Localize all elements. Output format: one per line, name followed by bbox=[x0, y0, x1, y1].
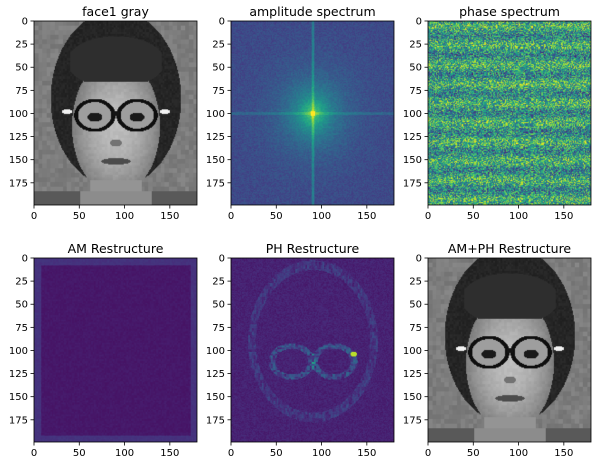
panel-title: AM+PH Restructure bbox=[448, 241, 572, 256]
x-tick-label: 150 bbox=[160, 448, 179, 459]
y-tick-label: 0 bbox=[22, 17, 28, 28]
y-tick-label: 25 bbox=[212, 40, 225, 51]
x-tick-label: 50 bbox=[467, 448, 480, 459]
panel-image bbox=[428, 21, 591, 205]
y-tick-label: 125 bbox=[9, 369, 28, 380]
y-tick-label: 0 bbox=[219, 17, 225, 28]
y-tick-label: 0 bbox=[416, 254, 422, 265]
panel-title: amplitude spectrum bbox=[249, 4, 375, 19]
y-tick-label: 75 bbox=[15, 323, 28, 334]
y-tick-label: 175 bbox=[206, 178, 225, 189]
y-tick-label: 75 bbox=[409, 86, 422, 97]
y-tick-label: 50 bbox=[15, 300, 28, 311]
x-tick-label: 150 bbox=[357, 211, 376, 222]
y-tick-label: 100 bbox=[9, 109, 28, 120]
y-tick-label: 125 bbox=[206, 369, 225, 380]
y-tick-label: 150 bbox=[206, 155, 225, 166]
panel-frame bbox=[427, 257, 592, 443]
x-tick-label: 0 bbox=[228, 448, 234, 459]
panel-title: phase spectrum bbox=[459, 4, 560, 19]
y-tick-label: 175 bbox=[9, 415, 28, 426]
panel-image bbox=[231, 258, 394, 442]
x-tick-label: 50 bbox=[73, 211, 86, 222]
panel-6: AM+PH Restructure 0 50 100 150 0 25 50 75 100 125 1… bbox=[403, 241, 592, 459]
panel-frame bbox=[33, 257, 198, 443]
y-tick-label: 125 bbox=[206, 132, 225, 143]
y-tick-label: 100 bbox=[403, 346, 422, 357]
x-tick-label: 150 bbox=[357, 448, 376, 459]
y-tick-label: 150 bbox=[403, 392, 422, 403]
y-tick-label: 25 bbox=[409, 40, 422, 51]
y-tick-label: 50 bbox=[212, 300, 225, 311]
x-tick-label: 0 bbox=[425, 448, 431, 459]
y-tick-label: 0 bbox=[22, 254, 28, 265]
panel-frame bbox=[230, 257, 395, 443]
x-tick-label: 50 bbox=[73, 448, 86, 459]
y-tick-label: 0 bbox=[219, 254, 225, 265]
x-tick-label: 0 bbox=[228, 211, 234, 222]
x-tick-label: 0 bbox=[31, 448, 37, 459]
y-tick-label: 50 bbox=[212, 63, 225, 74]
x-tick-label: 150 bbox=[554, 448, 573, 459]
y-tick-label: 150 bbox=[403, 155, 422, 166]
y-tick-label: 75 bbox=[212, 323, 225, 334]
y-tick-label: 125 bbox=[403, 132, 422, 143]
y-tick-label: 150 bbox=[9, 155, 28, 166]
panel-title: face1 gray bbox=[82, 4, 149, 19]
y-tick-label: 100 bbox=[403, 109, 422, 120]
x-tick-label: 50 bbox=[270, 448, 283, 459]
y-tick-label: 25 bbox=[212, 277, 225, 288]
x-tick-label: 100 bbox=[115, 448, 134, 459]
x-tick-label: 0 bbox=[31, 211, 37, 222]
panel-2: amplitude spectrum 0 50 100 150 0 25 50 75 100 125… bbox=[206, 4, 395, 222]
panel-image bbox=[34, 258, 197, 442]
y-tick-label: 175 bbox=[206, 415, 225, 426]
y-tick-label: 50 bbox=[15, 63, 28, 74]
panel-3: phase spectrum 0 50 100 150 0 25 50 75 100 125 150 1… bbox=[403, 4, 592, 222]
y-tick-label: 125 bbox=[403, 369, 422, 380]
y-tick-label: 150 bbox=[9, 392, 28, 403]
y-tick-label: 125 bbox=[9, 132, 28, 143]
x-tick-label: 50 bbox=[467, 211, 480, 222]
y-tick-label: 50 bbox=[409, 300, 422, 311]
x-tick-label: 100 bbox=[312, 448, 331, 459]
y-tick-label: 75 bbox=[212, 86, 225, 97]
panel-frame bbox=[230, 20, 395, 206]
y-tick-label: 75 bbox=[409, 323, 422, 334]
y-tick-label: 75 bbox=[15, 86, 28, 97]
x-tick-label: 50 bbox=[270, 211, 283, 222]
panel-1: face1 gray 0 50 100 150 0 25 50 75 100 125 150 175 bbox=[9, 4, 198, 222]
panel-frame bbox=[33, 20, 198, 206]
panel-image bbox=[428, 258, 591, 442]
y-tick-label: 100 bbox=[206, 109, 225, 120]
panel-5: PH Restructure 0 50 100 150 0 25 50 75 100 125 150 1… bbox=[206, 241, 395, 459]
y-tick-label: 25 bbox=[409, 277, 422, 288]
y-tick-label: 100 bbox=[9, 346, 28, 357]
x-tick-label: 100 bbox=[509, 211, 528, 222]
y-tick-label: 25 bbox=[15, 277, 28, 288]
x-tick-label: 0 bbox=[425, 211, 431, 222]
y-tick-label: 25 bbox=[15, 40, 28, 51]
x-tick-label: 150 bbox=[160, 211, 179, 222]
y-tick-label: 0 bbox=[416, 17, 422, 28]
x-tick-label: 150 bbox=[554, 211, 573, 222]
panel-4: AM Restructure 0 50 100 150 0 25 50 75 100 125 150 1… bbox=[9, 241, 198, 459]
x-tick-label: 100 bbox=[312, 211, 331, 222]
panel-title: AM Restructure bbox=[68, 241, 164, 256]
y-tick-label: 175 bbox=[9, 178, 28, 189]
y-tick-label: 50 bbox=[409, 63, 422, 74]
x-tick-label: 100 bbox=[115, 211, 134, 222]
panel-frame bbox=[427, 20, 592, 206]
x-tick-label: 100 bbox=[509, 448, 528, 459]
panel-image bbox=[231, 21, 394, 205]
panel-image bbox=[34, 21, 197, 205]
y-tick-label: 100 bbox=[206, 346, 225, 357]
y-tick-label: 150 bbox=[206, 392, 225, 403]
y-tick-label: 175 bbox=[403, 178, 422, 189]
y-tick-label: 175 bbox=[403, 415, 422, 426]
panel-title: PH Restructure bbox=[266, 241, 360, 256]
